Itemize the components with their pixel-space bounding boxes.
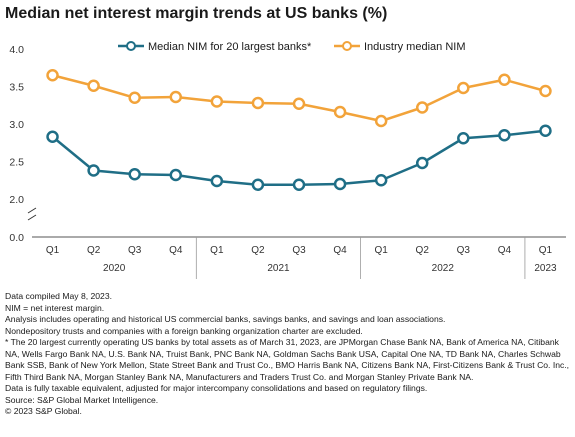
x-tick-label: Q2: [416, 245, 430, 256]
line-chart: 4.0 3.5 3.0 2.5 2.0 0.0 Q1 Q2 Q3 Q4 Q1 Q2 Q3 Q4 Q1 Q2 Q3…: [9, 41, 566, 279]
y-tick-label: 3.5: [9, 82, 24, 94]
data-point: [415, 101, 429, 114]
legend-label: Median NIM for 20 largest banks*: [148, 41, 312, 53]
data-point: [251, 96, 265, 110]
year-label: 2022: [432, 263, 455, 274]
data-point: [46, 69, 59, 82]
y-tick-label: 2.0: [9, 194, 24, 206]
data-point: [374, 114, 388, 128]
note-date: Data compiled May 8, 2023.: [5, 291, 113, 301]
x-tick-label: Q2: [251, 245, 265, 256]
data-point: [333, 177, 347, 191]
data-point: [210, 174, 224, 188]
note-copyright: © 2023 S&P Global.: [5, 406, 82, 416]
x-tick-label: Q4: [498, 245, 512, 256]
x-tick-label: Q3: [292, 245, 306, 256]
x-tick-label: Q1: [374, 245, 388, 256]
y-tick-label: 3.0: [9, 119, 24, 131]
data-point: [498, 73, 511, 86]
legend-label: Industry median NIM: [364, 41, 465, 53]
x-tick-label: Q1: [539, 245, 553, 256]
x-tick-label: Q3: [457, 245, 471, 256]
data-point: [128, 91, 141, 104]
year-label: 2023: [534, 263, 557, 274]
data-point: [498, 129, 511, 142]
axis-break-icon: [27, 207, 37, 221]
footnotes: Data compiled May 8, 2023. NIM = net int…: [5, 291, 571, 418]
data-point: [46, 130, 59, 143]
legend: Median NIM for 20 largest banks* Industry…: [118, 41, 465, 53]
data-point: [210, 95, 224, 108]
x-tick-label: Q1: [210, 245, 224, 256]
note-analysis: Analysis includes operating and historic…: [5, 314, 446, 324]
data-point: [374, 174, 388, 187]
data-point: [169, 168, 183, 182]
data-point: [539, 84, 552, 98]
chart-title: Median net interest margin trends at US …: [5, 5, 388, 22]
data-point: [457, 81, 470, 95]
data-point: [87, 164, 100, 177]
data-point: [539, 124, 552, 137]
series-layer: [46, 69, 552, 191]
y-tick-label: 0.0: [9, 232, 24, 244]
data-point: [292, 97, 306, 110]
x-tick-label: Q4: [333, 245, 347, 256]
legend-marker: [126, 41, 136, 51]
data-point: [292, 178, 306, 191]
note-exclusions: Nondepository trusts and companies with …: [5, 325, 363, 336]
series-line: [51, 129, 546, 186]
data-point: [87, 79, 100, 92]
data-point: [415, 156, 429, 170]
x-tick-label: Q1: [46, 245, 60, 256]
x-tick-label: Q4: [169, 245, 183, 256]
data-point: [333, 105, 347, 119]
data-point: [457, 132, 470, 145]
note-largest-banks: * The 20 largest currently operating US …: [5, 337, 570, 382]
year-label: 2020: [103, 263, 126, 274]
y-tick-label: 4.0: [9, 44, 24, 56]
note-source: Source: S&P Global Market Intelligence.: [5, 394, 159, 405]
year-label: 2021: [267, 263, 290, 274]
note-tax: Data is fully taxable equivalent, adjust…: [5, 383, 428, 393]
y-tick-label: 2.5: [9, 157, 24, 169]
data-point: [251, 178, 265, 191]
data-point: [169, 90, 183, 104]
axes: 4.0 3.5 3.0 2.5 2.0 0.0 Q1 Q2 Q3 Q4 Q1 Q2 Q3 Q4 Q1 Q2 Q3…: [9, 44, 566, 279]
data-point: [128, 168, 141, 181]
x-tick-label: Q2: [87, 245, 101, 256]
x-tick-label: Q3: [128, 245, 142, 256]
note-nim: NIM = net interest margin.: [5, 302, 105, 313]
legend-marker: [342, 41, 352, 51]
